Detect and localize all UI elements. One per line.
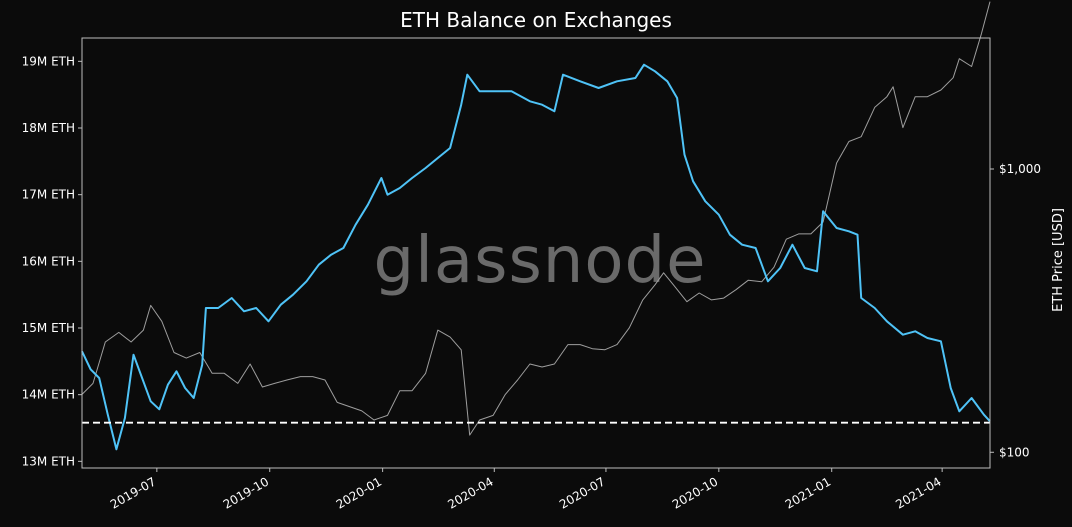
y-tick-label: 19M ETH xyxy=(22,54,75,68)
eth-price-line xyxy=(81,1,991,436)
y-tick-label: 17M ETH xyxy=(22,188,75,202)
y2-tick-label: $100 xyxy=(999,445,1030,459)
y2-tick-label: $1,000 xyxy=(999,162,1041,176)
y-tick-label: 13M ETH xyxy=(22,454,75,468)
plot-frame xyxy=(81,37,991,469)
y2-axis-label: ETH Price [USD] xyxy=(1051,208,1066,312)
chart-title: ETH Balance on Exchanges xyxy=(400,8,672,32)
y-tick-label: 15M ETH xyxy=(22,321,75,335)
y-tick-label: 16M ETH xyxy=(22,254,75,268)
glassnode-watermark: glassnode xyxy=(373,224,706,298)
y-tick-label: 14M ETH xyxy=(22,388,75,402)
eth-balance-line xyxy=(81,63,991,451)
y-tick-label: 18M ETH xyxy=(22,121,75,135)
